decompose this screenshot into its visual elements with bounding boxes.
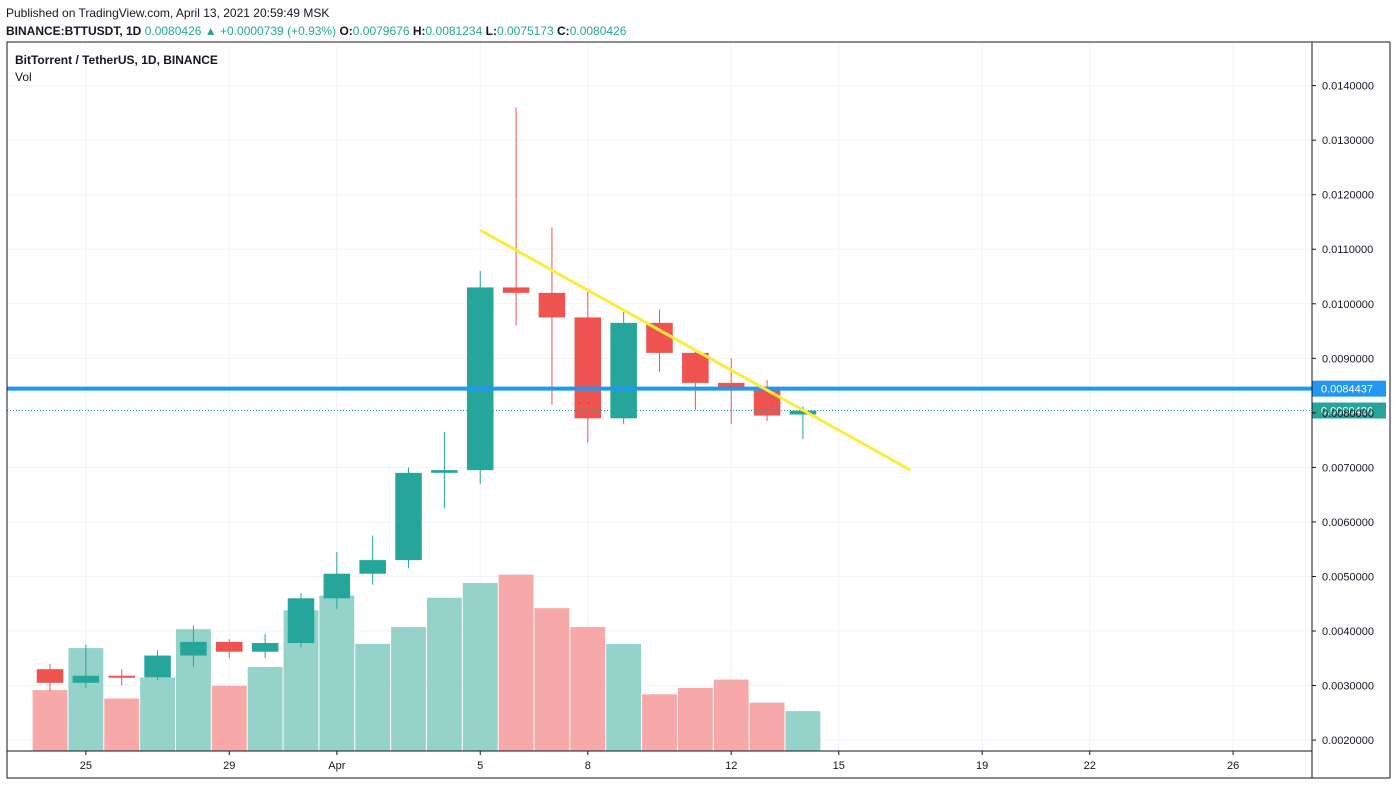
y-tick-label: 0.0070000 [1322, 462, 1374, 474]
volume-bar [391, 627, 426, 751]
candle-body [789, 410, 817, 415]
y-tick-label: 0.0100000 [1322, 299, 1374, 311]
volume-bar [104, 698, 140, 751]
candle-body [359, 560, 386, 574]
candle-body [108, 675, 135, 678]
trend-line [479, 228, 912, 472]
candle-body [502, 287, 530, 293]
x-tick-label: 29 [223, 760, 235, 772]
volume-bar [211, 685, 247, 751]
candle-body [574, 317, 602, 419]
candle-body [180, 641, 207, 656]
last-price-tag [1312, 402, 1386, 419]
x-tick-label: 15 [833, 760, 845, 772]
volume-bar [713, 679, 749, 751]
y-tick-label: 0.0120000 [1322, 190, 1374, 202]
y-tick-label: 0.0030000 [1322, 681, 1374, 693]
chart-legend: BitTorrent / TetherUS, 1D, BINANCE Vol [15, 52, 218, 86]
volume-bar [140, 677, 176, 751]
candle-body [36, 669, 64, 683]
support-price-label: 0.0084437 [1321, 384, 1373, 396]
volume-bar [785, 711, 821, 751]
volume-bar [534, 608, 570, 751]
open-label: O: [339, 24, 353, 38]
candle-body [431, 470, 458, 473]
drawings: 0.0084437 0.0080426 [7, 228, 1386, 472]
low-label: L: [485, 24, 497, 38]
volume-bar [642, 694, 677, 751]
low-value: 0.0075173 [496, 24, 554, 38]
volume-bar [677, 688, 713, 751]
y-tick-label: 0.0080000 [1322, 408, 1374, 420]
candle-body [717, 382, 745, 389]
chart-title: BitTorrent / TetherUS, 1D, BINANCE [15, 53, 218, 67]
volume-bar [426, 597, 462, 751]
y-tick-label: 0.0020000 [1322, 735, 1374, 747]
candle-body [753, 388, 781, 416]
volume-bar [498, 574, 534, 751]
x-tick-label: 19 [976, 760, 988, 772]
candle-body [610, 322, 637, 419]
candle-body [538, 292, 566, 318]
candle-body [323, 573, 351, 599]
last-price-value: 0.0080426 [144, 24, 202, 38]
volume-bar [570, 627, 606, 751]
candle-body [144, 655, 171, 678]
close-label: C: [557, 24, 570, 38]
y-tick-label: 0.0090000 [1322, 353, 1374, 365]
close-value: 0.0080426 [569, 24, 627, 38]
volume-bar [749, 702, 785, 751]
x-tick-label: 22 [1084, 760, 1096, 772]
candles [36, 107, 817, 692]
x-tick-label: 5 [477, 760, 483, 772]
volume-bar [355, 643, 391, 751]
candle-body [287, 598, 315, 644]
change-value: +0.0000739 (+0.93%) [220, 24, 337, 38]
volume-bars [32, 574, 821, 751]
volume-bar [247, 667, 283, 751]
y-tick-label: 0.0050000 [1322, 571, 1374, 583]
last-price-label: 0.0080426 [1321, 406, 1373, 418]
high-value: 0.0081234 [425, 24, 483, 38]
x-tick-label: 26 [1227, 760, 1239, 772]
open-value: 0.0079676 [352, 24, 410, 38]
x-tick-label: 12 [725, 760, 737, 772]
top-bar: Published on TradingView.com, April 13, … [6, 4, 626, 40]
candle-body [72, 675, 100, 683]
up-arrow-icon: ▲ [204, 24, 217, 38]
candle-body [251, 643, 279, 652]
grid [7, 42, 1312, 751]
high-label: H: [412, 24, 426, 38]
ohlc-line: BINANCE:BTTUSDT, 1D 0.0080426 ▲ +0.00007… [6, 22, 626, 40]
volume-legend: Vol [15, 70, 32, 84]
volume-bar [606, 643, 642, 751]
y-tick-label: 0.0040000 [1322, 626, 1374, 638]
candle-body [646, 322, 673, 353]
volume-bar [462, 583, 498, 751]
candle-body [395, 472, 422, 561]
candle-body [216, 641, 243, 652]
volume-bar [32, 690, 68, 751]
y-tick-label: 0.0140000 [1322, 81, 1374, 93]
x-tick-label: 25 [80, 760, 92, 772]
support-price-tag [1312, 380, 1386, 397]
y-tick-label: 0.0130000 [1322, 135, 1374, 147]
y-tick-label: 0.0110000 [1322, 244, 1373, 256]
published-line: Published on TradingView.com, April 13, … [6, 6, 330, 20]
x-tick-label: 8 [585, 760, 591, 772]
volume-bar [319, 595, 355, 751]
candle-body [466, 287, 494, 471]
symbol-label: BINANCE:BTTUSDT, 1D [6, 24, 142, 38]
x-tick-label: Apr [328, 760, 345, 772]
axes: 0.0020000 0.0030000 0.0040000 0.0050000 0.00… [6, 41, 1391, 779]
candle-body [682, 352, 709, 383]
y-tick-label: 0.0060000 [1322, 517, 1374, 529]
